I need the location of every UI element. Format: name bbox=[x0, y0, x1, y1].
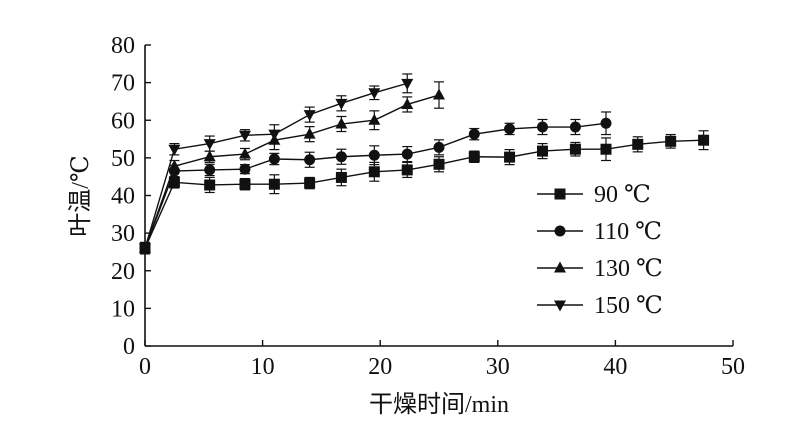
data-point bbox=[238, 130, 251, 142]
data-point bbox=[168, 159, 181, 171]
x-tick-label: 20 bbox=[368, 354, 392, 380]
x-tick-label: 10 bbox=[251, 354, 275, 380]
y-tick-label: 30 bbox=[111, 221, 135, 247]
data-point bbox=[665, 135, 677, 147]
x-ticks: 0 10 20 30 40 50 bbox=[139, 340, 745, 380]
data-point bbox=[304, 154, 316, 166]
data-point bbox=[335, 171, 347, 183]
x-tick-label: 50 bbox=[721, 354, 745, 380]
legend-item: 130 ℃ bbox=[537, 256, 663, 282]
data-point bbox=[335, 151, 347, 163]
series-square bbox=[139, 130, 710, 255]
data-point bbox=[303, 110, 316, 122]
data-point bbox=[600, 117, 612, 129]
data-point bbox=[368, 113, 381, 125]
data-point bbox=[433, 88, 445, 100]
y-tick-label: 20 bbox=[111, 259, 135, 285]
data-point bbox=[504, 151, 516, 163]
data-point bbox=[239, 178, 251, 190]
data-point bbox=[569, 121, 581, 133]
series-line bbox=[144, 94, 440, 249]
data-point bbox=[204, 164, 216, 176]
data-point bbox=[368, 149, 380, 161]
data-point bbox=[433, 158, 445, 170]
data-point bbox=[401, 97, 414, 109]
data-point bbox=[569, 143, 581, 155]
data-point bbox=[401, 164, 413, 176]
data-point bbox=[335, 117, 348, 129]
data-point bbox=[468, 151, 480, 163]
data-point bbox=[304, 177, 316, 189]
legend-label: 90 ℃ bbox=[594, 182, 651, 208]
data-point bbox=[433, 141, 445, 153]
data-point bbox=[268, 153, 280, 165]
legend-marker bbox=[554, 261, 566, 273]
y-tick-label: 60 bbox=[111, 108, 135, 134]
data-point bbox=[335, 98, 348, 110]
y-tick-label: 50 bbox=[111, 146, 135, 172]
data-point bbox=[238, 147, 251, 159]
data-point bbox=[632, 138, 644, 150]
data-point bbox=[303, 127, 316, 139]
legend-marker bbox=[554, 300, 566, 312]
data-point bbox=[401, 78, 414, 90]
series-layer bbox=[139, 73, 710, 255]
y-tick-label: 10 bbox=[111, 296, 135, 322]
data-point bbox=[600, 143, 612, 155]
data-point bbox=[268, 129, 281, 141]
legend-label: 150 ℃ bbox=[594, 293, 663, 319]
series-line bbox=[144, 82, 408, 249]
x-tick-label: 0 bbox=[139, 354, 151, 380]
legend-label: 130 ℃ bbox=[594, 256, 663, 282]
data-point bbox=[168, 144, 181, 156]
data-point bbox=[698, 134, 710, 146]
x-axis-title: 干燥时间/min bbox=[369, 391, 509, 418]
legend-marker bbox=[554, 188, 566, 200]
x-tick-label: 30 bbox=[486, 354, 510, 380]
y-tick-label: 70 bbox=[111, 71, 135, 97]
legend-marker bbox=[554, 225, 566, 237]
data-point bbox=[168, 176, 180, 188]
data-point bbox=[268, 178, 280, 190]
data-point bbox=[468, 128, 480, 140]
data-point bbox=[239, 163, 251, 175]
legend-label: 110 ℃ bbox=[594, 219, 662, 245]
y-tick-label: 0 bbox=[123, 334, 135, 360]
legend-item: 150 ℃ bbox=[537, 293, 663, 319]
y-axis-title: 叶温/℃ bbox=[67, 155, 94, 237]
series-triangle-down bbox=[139, 73, 414, 255]
data-point bbox=[504, 123, 516, 135]
legend: 90 ℃ 110 ℃ 130 ℃ 150 ℃ bbox=[537, 182, 663, 319]
y-ticks: 0 10 20 30 40 50 60 70 80 bbox=[111, 33, 151, 360]
data-point bbox=[204, 179, 216, 191]
x-tick-label: 40 bbox=[603, 354, 627, 380]
data-point bbox=[368, 88, 381, 100]
data-point bbox=[203, 139, 216, 151]
y-tick-label: 40 bbox=[111, 184, 135, 210]
data-point bbox=[203, 150, 216, 162]
data-point bbox=[536, 121, 548, 133]
series-triangle-up bbox=[139, 81, 445, 255]
data-point bbox=[139, 243, 151, 255]
data-point bbox=[401, 148, 413, 160]
data-point bbox=[368, 166, 380, 178]
data-point bbox=[536, 145, 548, 157]
legend-item: 90 ℃ bbox=[537, 182, 651, 208]
y-tick-label: 80 bbox=[111, 33, 135, 59]
legend-item: 110 ℃ bbox=[537, 219, 662, 245]
